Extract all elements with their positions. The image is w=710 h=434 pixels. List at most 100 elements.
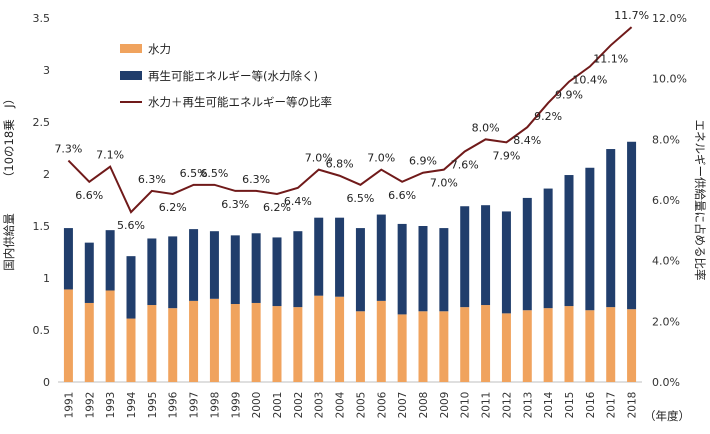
bar-renewable xyxy=(606,149,616,308)
bar-renewable xyxy=(543,188,553,309)
y-tick-label: 0 xyxy=(43,376,50,389)
bar-hydro xyxy=(168,308,178,382)
bar-hydro xyxy=(335,296,345,382)
bar-hydro xyxy=(585,310,595,382)
bar-renewable xyxy=(439,228,449,312)
y2-tick-label: 0.0% xyxy=(652,376,680,389)
y-axis-title: 国内供給量 xyxy=(2,213,16,271)
bar-renewable xyxy=(84,242,94,303)
bar-hydro xyxy=(84,302,94,382)
y2-tick-label: 10.0% xyxy=(652,73,687,86)
bar-hydro xyxy=(543,308,553,382)
bar-hydro xyxy=(230,304,240,382)
legend-swatch-hydro xyxy=(120,44,142,53)
bar-hydro xyxy=(189,300,199,382)
ratio-data-label: 6.4% xyxy=(284,195,312,208)
x-tick-label: 2003 xyxy=(314,392,326,419)
ratio-data-label: 10.4% xyxy=(572,74,607,87)
y2-tick-label: 12.0% xyxy=(652,12,687,25)
x-tick-label: 1992 xyxy=(84,392,96,419)
y-tick-label: 0.5 xyxy=(33,324,51,337)
x-tick-label: 2008 xyxy=(418,392,430,419)
ratio-data-label: 9.9% xyxy=(555,89,583,102)
ratio-data-label: 6.8% xyxy=(326,158,354,171)
ratio-data-label: 7.0% xyxy=(367,152,395,165)
x-tick-label: 2002 xyxy=(293,392,305,419)
bar-hydro xyxy=(376,300,386,382)
legend-label-hydro: 水力 xyxy=(148,42,171,56)
bar-renewable xyxy=(209,231,219,299)
bar-renewable xyxy=(126,256,136,319)
ratio-data-label: 7.9% xyxy=(492,149,520,162)
x-tick-label: 2014 xyxy=(543,391,555,418)
x-tick-label: 2011 xyxy=(481,392,493,419)
bar-hydro xyxy=(606,307,616,382)
bar-renewable xyxy=(230,235,240,304)
ratio-data-label: 7.0% xyxy=(305,152,333,165)
bar-renewable xyxy=(272,237,282,307)
x-tick-label: 2006 xyxy=(376,391,388,418)
ratio-data-label: 8.0% xyxy=(472,121,500,134)
bar-renewable xyxy=(460,206,470,308)
bar-hydro xyxy=(564,306,574,382)
bar-renewable xyxy=(418,226,428,312)
x-tick-label: 2016 xyxy=(585,391,597,418)
bar-renewable xyxy=(105,230,115,291)
ratio-data-label: 6.2% xyxy=(159,201,187,214)
bar-renewable xyxy=(564,175,574,307)
ratio-data-label: 7.6% xyxy=(451,158,479,171)
ratio-data-label: 7.0% xyxy=(430,177,458,190)
x-tick-label: 2000 xyxy=(251,392,263,419)
y2-tick-label: 2.0% xyxy=(652,315,680,328)
bar-renewable xyxy=(314,217,324,296)
bar-hydro xyxy=(272,306,282,382)
bar-hydro xyxy=(460,307,470,382)
y-tick-label: 2 xyxy=(43,168,50,181)
bar-hydro xyxy=(501,313,511,382)
bar-hydro xyxy=(481,305,491,382)
ratio-data-label: 6.5% xyxy=(346,192,374,205)
x-tick-label: 2001 xyxy=(272,392,284,419)
x-tick-label: 1993 xyxy=(105,392,117,419)
bar-renewable xyxy=(251,233,261,303)
x-tick-label: 2005 xyxy=(355,392,367,419)
y2-axis-title: エネルギー供給量に占める比率 xyxy=(693,120,707,281)
x-tick-label: 2015 xyxy=(564,392,576,419)
bar-hydro xyxy=(105,290,115,382)
bar-hydro xyxy=(209,298,219,382)
bar-renewable xyxy=(168,236,178,309)
y-tick-label: 1 xyxy=(43,272,50,285)
ratio-data-label: 7.3% xyxy=(54,143,82,156)
bar-hydro xyxy=(522,310,532,382)
ratio-data-label: 9.2% xyxy=(534,110,562,123)
bar-renewable xyxy=(481,205,491,306)
legend-label-ratio: 水力＋再生可能エネルギー等の比率 xyxy=(148,95,332,109)
bar-hydro xyxy=(63,289,73,382)
bar-hydro xyxy=(314,295,324,382)
x-tick-label: 2004 xyxy=(335,391,347,418)
ratio-data-label: 6.3% xyxy=(242,173,270,186)
ratio-data-label: 6.5% xyxy=(200,167,228,180)
ratio-data-label: 5.6% xyxy=(117,219,145,232)
x-tick-label: 2012 xyxy=(501,392,513,419)
ratio-data-label: 6.6% xyxy=(75,189,103,202)
x-tick-label: 1991 xyxy=(63,392,75,419)
legend-label-renewable: 再生可能エネルギー等(水力除く) xyxy=(148,69,318,83)
y-axis-unit: （10の18乗 J） xyxy=(2,93,16,183)
bar-hydro xyxy=(293,307,303,382)
x-tick-label: 1997 xyxy=(189,392,201,419)
ratio-data-label: 6.3% xyxy=(221,198,249,211)
bar-renewable xyxy=(335,217,345,297)
x-axis-title: （年度） xyxy=(644,409,690,423)
bar-renewable xyxy=(63,228,73,290)
ratio-data-label: 6.9% xyxy=(409,155,437,168)
legend-swatch-renewable xyxy=(120,71,142,80)
y-tick-label: 3.5 xyxy=(33,12,51,25)
x-tick-label: 2007 xyxy=(397,392,409,419)
x-tick-label: 1999 xyxy=(230,392,242,419)
bar-hydro xyxy=(126,318,136,382)
bar-renewable xyxy=(397,223,407,315)
ratio-data-label: 8.4% xyxy=(513,134,541,147)
ratio-data-label: 6.2% xyxy=(263,201,291,214)
bar-hydro xyxy=(627,309,637,382)
